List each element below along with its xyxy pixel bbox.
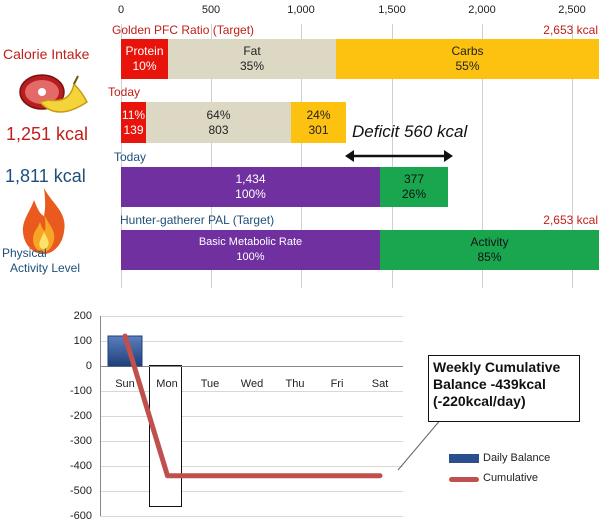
y-tick-label: -600 <box>69 510 92 522</box>
bar-segment-fat-today: 64% 803 <box>146 102 291 143</box>
bar-segment-protein: Protein 10% <box>121 39 168 79</box>
legend-swatch-cumulative <box>449 477 479 482</box>
meat-banana-icon <box>19 74 88 113</box>
row-label-target-pal: Hunter-gatherer PAL (Target) <box>120 213 275 227</box>
y-tick-label: 100 <box>73 335 92 347</box>
y-tick-label: -200 <box>69 410 92 422</box>
gridline <box>211 24 212 288</box>
segment-name: Activity <box>470 235 509 249</box>
x-tick-label: 0 <box>117 4 125 16</box>
legend-swatch-daily-balance <box>449 454 479 463</box>
row-label-target-pfc: Golden PFC Ratio (Target) <box>112 23 255 37</box>
x-tick-label: 1,000 <box>287 4 315 16</box>
gridline <box>100 491 403 492</box>
segment-percent: 85% <box>477 250 502 264</box>
segment-percent: 24% <box>306 107 331 122</box>
gridline <box>100 416 403 417</box>
y-tick-label: -100 <box>69 385 92 397</box>
bar-segment-carbs: Carbs 55% <box>336 39 599 79</box>
y-tick-label: -300 <box>69 435 92 447</box>
x-tick-label: Sun <box>115 378 135 390</box>
segment-percent: 10% <box>132 59 157 73</box>
segment-kcal: 139 <box>123 122 144 137</box>
bar-segment-bmr-today: 1,434 100% <box>121 167 380 207</box>
segment-percent: 35% <box>239 59 265 73</box>
flame-icon <box>22 188 65 254</box>
x-tick-label: 2,000 <box>468 4 496 16</box>
x-tick-label: 500 <box>201 4 221 16</box>
segment-percent: 100% <box>235 187 266 201</box>
weekly-balance-callout: Weekly Cumulative Balance -439kcal (-220… <box>428 355 580 422</box>
segment-kcal: 1,434 <box>235 172 266 186</box>
chart-legend: Daily Balance Cumulative <box>445 448 565 490</box>
bar-segment-fat: Fat 35% <box>168 39 336 79</box>
y-tick-label: 0 <box>85 360 92 372</box>
segment-kcal: 377 <box>403 172 425 186</box>
deficit-annotation: Deficit 560 kcal <box>352 122 468 141</box>
gridline <box>100 316 403 317</box>
bar-segment-carbs-today: 24% 301 <box>291 102 346 143</box>
x-tick-label: Sat <box>371 378 389 390</box>
deficit-arrow-icon <box>345 150 453 162</box>
pal-label-line1: Physical <box>2 246 47 260</box>
gridline <box>301 24 302 288</box>
calorie-intake-title: Calorie Intake <box>3 46 90 62</box>
segment-percent: 26% <box>401 187 427 201</box>
legend-label-cumulative: Cumulative <box>483 472 539 484</box>
segment-name: Basic Metabolic Rate <box>198 236 303 248</box>
segment-percent: 11% <box>121 107 146 122</box>
energy-expenditure-value: 1,811 kcal <box>5 166 86 186</box>
x-tick-label: Tue <box>200 378 220 390</box>
gridline <box>100 391 403 392</box>
segment-percent: 55% <box>455 59 480 73</box>
bar-segment-protein-today: 11% 139 <box>121 102 146 143</box>
y-tick-label: 200 <box>73 310 92 322</box>
segment-percent: 64% <box>206 107 231 122</box>
y-axis-line <box>100 316 101 516</box>
pal-label-line2: Activity Level <box>10 261 81 275</box>
x-tick-label: Fri <box>330 378 344 390</box>
segment-kcal: 301 <box>308 122 329 137</box>
calorie-intake-value: 1,251 kcal <box>6 124 89 144</box>
x-tick-label: Wed <box>240 378 264 390</box>
gridline <box>100 441 403 442</box>
segment-name: Fat <box>243 44 261 58</box>
segment-percent: 100% <box>236 251 265 263</box>
legend-label-daily-balance: Daily Balance <box>483 452 551 464</box>
target-total-label: 2,653 kcal <box>543 23 598 37</box>
row-label-today-intake: Today <box>108 85 141 99</box>
segment-name: Protein <box>125 44 164 58</box>
bar-segment-bmr: Basic Metabolic Rate 100% <box>121 230 380 270</box>
zero-axis-line <box>100 366 403 367</box>
x-tick-label: Mon <box>156 378 178 390</box>
segment-name: Carbs <box>451 44 484 58</box>
gridline <box>100 466 403 467</box>
segment-kcal: 803 <box>208 122 229 137</box>
bar-segment-activity-today: 377 26% <box>380 167 448 207</box>
bar-segment-activity: Activity 85% <box>380 230 599 270</box>
x-tick-label: 1,500 <box>378 4 406 16</box>
pal-total-label: 2,653 kcal <box>543 213 598 227</box>
x-tick-label: Thu <box>285 378 305 390</box>
gridline <box>121 24 122 288</box>
cumulative-line <box>122 333 383 479</box>
x-tick-label: 2,500 <box>558 4 586 16</box>
gridline <box>482 24 483 288</box>
gridline <box>100 516 403 517</box>
gridline <box>100 341 403 342</box>
y-tick-label: -400 <box>69 460 92 472</box>
gridline <box>572 24 573 288</box>
y-tick-label: -500 <box>69 485 92 497</box>
row-label-today-expenditure: Today <box>114 150 147 164</box>
